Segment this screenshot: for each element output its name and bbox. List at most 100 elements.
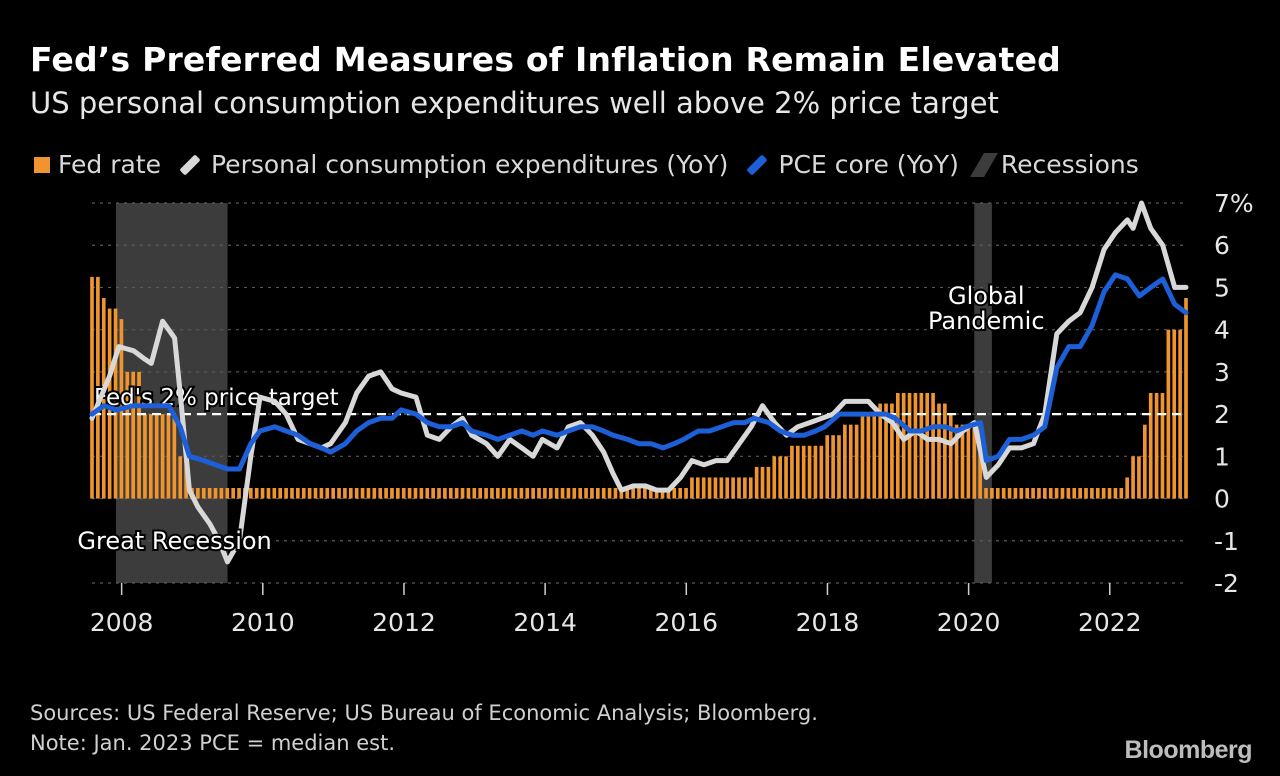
- fed-rate-bar: [143, 414, 147, 499]
- fed-rate-bar: [372, 488, 377, 499]
- fed-rate-bar: [1072, 488, 1077, 499]
- fed-rate-bar: [601, 488, 606, 499]
- fed-rate-bar: [643, 488, 647, 499]
- fed-rate-bar: [413, 488, 418, 499]
- legend-label-pce: Personal consumption expenditures (YoY): [211, 150, 729, 179]
- global-label: Global: [948, 282, 1025, 310]
- fed-rate-bar: [378, 488, 383, 499]
- fed-rate-bar: [543, 488, 547, 499]
- fed-rate-bar: [466, 488, 471, 499]
- fed-rate-bar: [1137, 456, 1141, 499]
- source-note: Sources: US Federal Reserve; US Bureau o…: [30, 698, 818, 758]
- y-tick-label: 0: [1214, 485, 1230, 514]
- fed-rate-bar: [148, 414, 153, 499]
- fed-rate-bar: [113, 308, 118, 499]
- fed-rate-bar: [860, 414, 865, 499]
- fed-rate-bar: [978, 424, 982, 499]
- fed-rate-bar: [90, 276, 94, 499]
- fed-rate-bar: [419, 488, 424, 499]
- y-tick-label: 3: [1214, 358, 1230, 387]
- fed-rate-bar: [984, 488, 988, 499]
- fed-rate-bar: [972, 424, 977, 499]
- fed-rate-bar: [125, 371, 130, 499]
- fed-rate-bar: [360, 488, 365, 499]
- fed-rate-bar: [490, 488, 494, 499]
- fed-rate-bar: [525, 488, 530, 499]
- fed-rate-bar: [325, 488, 330, 499]
- fed-rate-bar: [943, 403, 947, 499]
- fed-rate-bar: [260, 488, 265, 499]
- fed-rate-bar: [1143, 424, 1147, 499]
- fed-rate-bar: [772, 456, 777, 499]
- fed-rate-bar: [566, 488, 571, 499]
- fed-rate-bar: [666, 488, 671, 499]
- fed-rate-bar: [907, 393, 912, 499]
- x-tick-label: 2018: [796, 608, 860, 637]
- fed-rate-bar: [107, 308, 112, 499]
- fed-rate-bar: [1119, 488, 1124, 499]
- fed-rate-bar: [572, 488, 577, 499]
- fed-rate-bar: [337, 488, 341, 499]
- fed-rate-bar: [931, 393, 935, 499]
- fed-rate-bar: [990, 488, 994, 499]
- fed-rate-bar: [1048, 488, 1053, 499]
- fed-rate-bar: [678, 488, 682, 499]
- fed-rate-bar: [607, 488, 612, 499]
- fed-rate-bar: [1101, 488, 1106, 499]
- fed-rate-bar: [307, 488, 312, 499]
- fed-rate-bar: [766, 466, 771, 499]
- fed-rate-bar: [837, 435, 841, 499]
- fed-rate-bar: [178, 456, 183, 499]
- fed-rate-bar: [407, 488, 412, 499]
- fed-rate-bar: [919, 393, 924, 499]
- fed-rate-bar: [695, 477, 700, 499]
- fed-rate-bar: [895, 393, 900, 499]
- fed-rate-bar: [1166, 329, 1171, 499]
- pce-line: [89, 200, 1189, 565]
- fed-rate-bar: [760, 466, 765, 499]
- fed-rate-bar: [454, 488, 459, 499]
- legend-label-pce-core: PCE core (YoY): [778, 150, 959, 179]
- fed-rate-bar: [496, 488, 500, 499]
- fed-rate-bar: [613, 488, 618, 499]
- fed-rate-bar: [354, 488, 359, 499]
- fed-rate-bar: [290, 488, 294, 499]
- fed-rate-bar: [1154, 393, 1159, 499]
- fed-rate-bar: [872, 414, 877, 499]
- fed-rate-bar: [278, 488, 283, 499]
- x-tick-label: 2016: [654, 608, 718, 637]
- fed-rate-bar: [501, 488, 506, 499]
- legend-label-recessions: Recessions: [1000, 150, 1139, 179]
- fed-rate-bar: [1084, 488, 1088, 499]
- fed-rate-bar: [519, 488, 524, 499]
- fed-rate-bar: [484, 488, 488, 499]
- legend: Fed rate Personal consumption expenditur…: [34, 150, 1139, 179]
- fed-rate-bar: [1148, 393, 1153, 499]
- fed-rate-bar: [531, 488, 535, 499]
- fed-rate-bar: [754, 466, 759, 499]
- fed-rate-bar: [590, 488, 594, 499]
- fed-rate-bar: [619, 488, 624, 499]
- fed-rate-bar: [213, 488, 218, 499]
- y-tick-label: 4: [1214, 316, 1230, 345]
- fed-rate-bar: [1184, 298, 1188, 499]
- fed-rate-bar: [937, 403, 941, 499]
- fed-rate-bar: [625, 488, 630, 499]
- y-tick-label: -2: [1214, 569, 1239, 598]
- x-tick-label: 2014: [513, 608, 577, 637]
- fed-rate-bar: [831, 435, 835, 499]
- legend-item-pce-core: PCE core (YoY): [746, 150, 959, 179]
- fed-rate-bar: [690, 477, 694, 499]
- fed-rate-bar: [954, 424, 959, 499]
- fed-rate-bar: [1054, 488, 1059, 499]
- recession-band-1: [974, 203, 992, 583]
- fed-rate-bar: [537, 488, 541, 499]
- fed-rate-bar: [707, 477, 712, 499]
- fed-rate-bar: [507, 488, 512, 499]
- fed-rate-bar: [596, 488, 600, 499]
- fed-rate-bar: [1131, 456, 1135, 499]
- fed-rate-bar: [966, 424, 971, 499]
- fed-rate-bar: [384, 488, 388, 499]
- fed-rate-bar: [719, 477, 724, 499]
- fed-rate-bar: [790, 445, 794, 499]
